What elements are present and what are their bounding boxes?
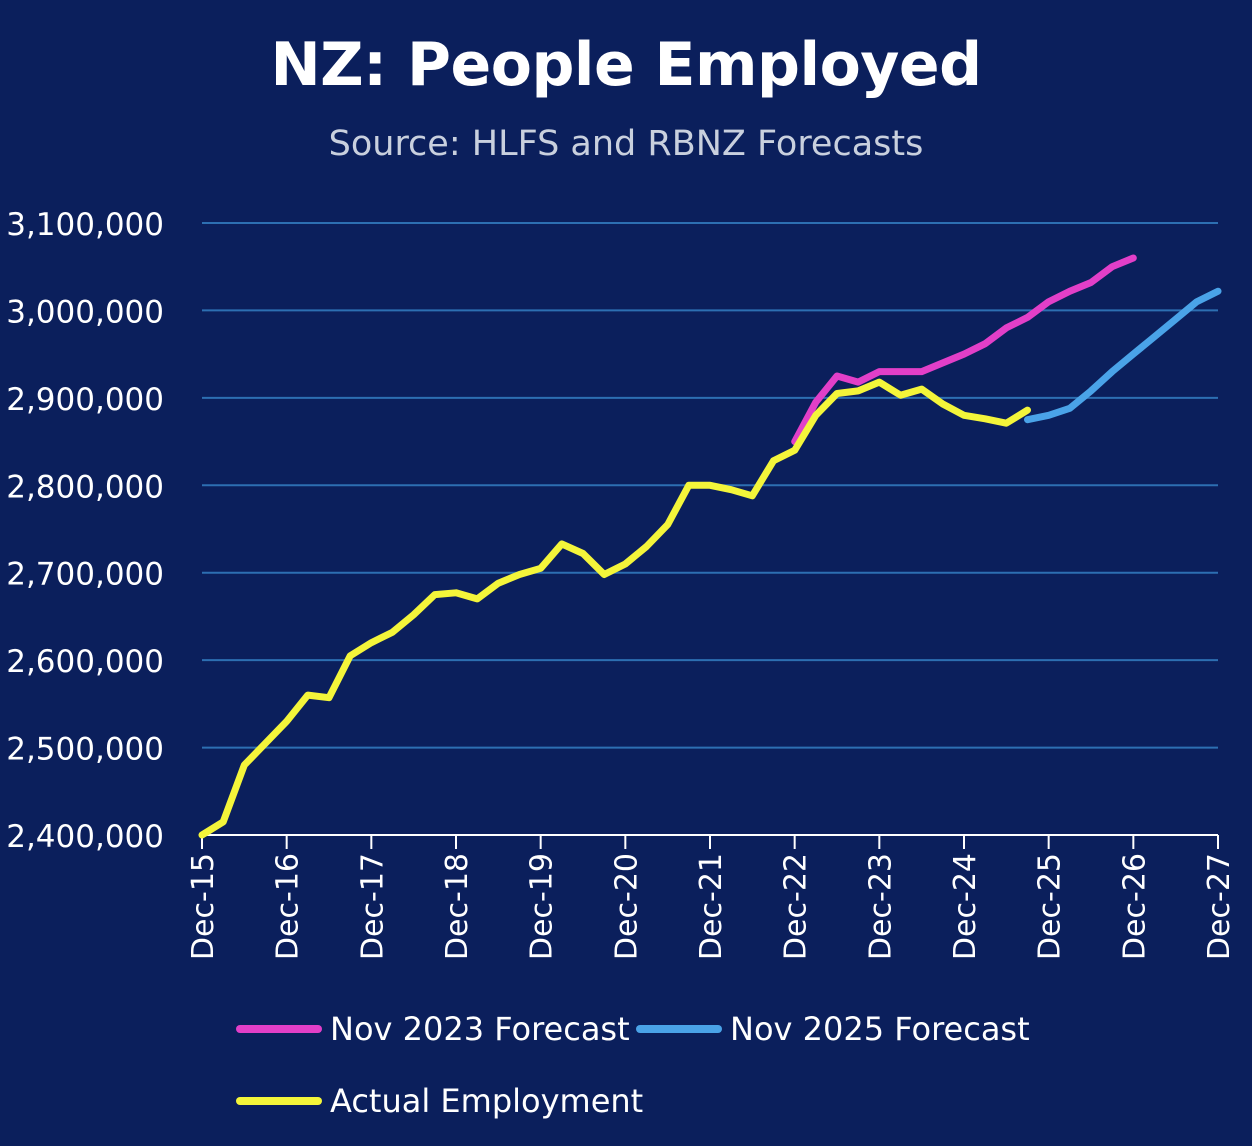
legend-swatch-nov-2023: [236, 1025, 322, 1033]
y-tick-label: 3,100,000: [6, 207, 164, 243]
series-line-nov-2023-forecast: [791, 254, 1137, 446]
x-tick-label: Dec-25: [1033, 853, 1068, 960]
y-tick-label: 2,900,000: [6, 382, 164, 418]
y-tick-label: 2,700,000: [6, 557, 164, 593]
legend-item-actual-employment: Actual Employment: [236, 1082, 643, 1120]
y-axis: 2,400,000 2,500,000 2,600,000 2,700,000 2,80…: [6, 207, 164, 855]
y-tick-label: 2,400,000: [6, 819, 164, 855]
legend-swatch-nov-2025: [636, 1025, 722, 1033]
y-tick-label: 3,000,000: [6, 294, 164, 330]
legend-item-nov-2023-forecast: Nov 2023 Forecast: [236, 1010, 630, 1048]
x-tick-label: Dec-15: [186, 853, 221, 960]
y-tick-label: 2,500,000: [6, 732, 164, 768]
legend-label: Nov 2025 Forecast: [730, 1010, 1030, 1048]
y-tick-label: 2,600,000: [6, 644, 164, 680]
x-tick-label: Dec-17: [355, 853, 390, 960]
legend: Nov 2023 Forecast Nov 2025 Forecast Actu…: [236, 1010, 1236, 1130]
series-line-nov-2025-forecast: [1024, 287, 1222, 424]
x-tick-label: Dec-16: [271, 853, 306, 960]
x-tick-label: Dec-19: [525, 853, 560, 960]
x-tick-label: Dec-26: [1117, 853, 1152, 960]
x-axis: Dec-15 Dec-16 Dec-17 Dec-18 Dec-19 Dec-20 Dec-…: [186, 834, 1237, 960]
series-lines: [198, 254, 1222, 839]
x-tick-label: Dec-20: [609, 853, 644, 960]
x-tick-label: Dec-18: [440, 853, 475, 960]
x-tick-label: Dec-22: [779, 853, 814, 960]
y-tick-label: 2,800,000: [6, 469, 164, 505]
gridlines: [202, 222, 1218, 749]
x-tick-label: Dec-21: [694, 853, 729, 960]
chart-title: NZ: People Employed: [270, 30, 982, 100]
legend-item-nov-2025-forecast: Nov 2025 Forecast: [636, 1010, 1030, 1048]
series-line-actual-employment: [198, 378, 1031, 839]
legend-label: Nov 2023 Forecast: [330, 1010, 630, 1048]
chart-subtitle: Source: HLFS and RBNZ Forecasts: [328, 124, 924, 164]
legend-label: Actual Employment: [330, 1082, 644, 1120]
x-tick-label: Dec-24: [948, 853, 983, 960]
x-tick-label: Dec-27: [1202, 853, 1237, 960]
x-tick-label: Dec-23: [863, 853, 898, 960]
legend-swatch-actual: [236, 1097, 322, 1105]
